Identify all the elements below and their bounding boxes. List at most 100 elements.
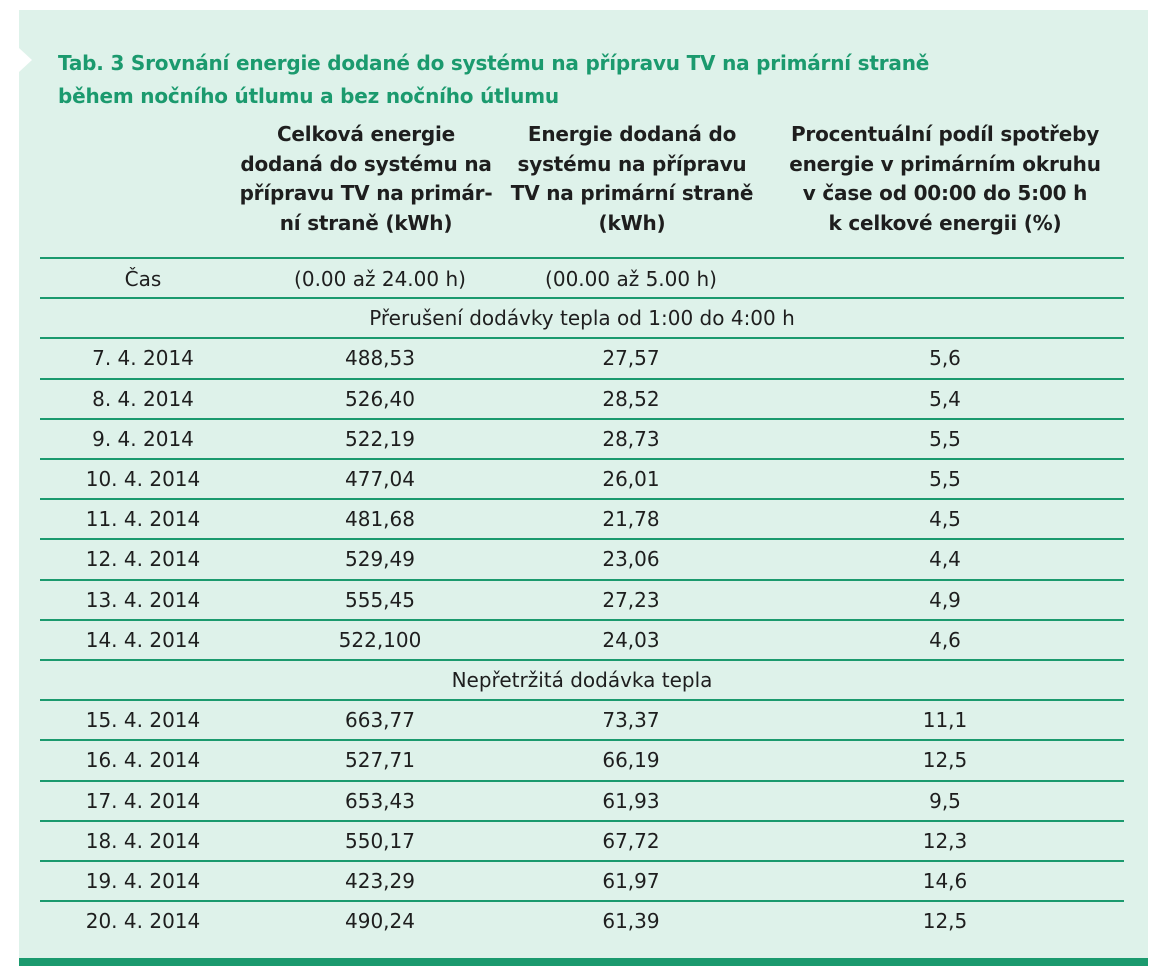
date-cell: 15. 4. 2014 [85, 708, 201, 733]
table-row: 8. 4. 2014 526,40 28,52 5,4 [40, 380, 1124, 418]
date-cell: 13. 4. 2014 [85, 587, 201, 612]
percentage-cell: 5,5 [929, 467, 961, 491]
night-energy-cell: 24,03 [602, 627, 660, 652]
date-cell: 16. 4. 2014 [85, 748, 201, 773]
table-row: 20. 4. 2014 490,24 61,39 12,5 [40, 902, 1124, 940]
table-title: Tab. 3 Srovnání energie dodané do systém… [58, 47, 1118, 113]
percentage-cell: 12,3 [922, 828, 968, 853]
percentage-cell: 5,4 [929, 386, 961, 411]
total-energy-cell: 550,17 [345, 828, 415, 853]
night-energy-cell: 23,06 [602, 547, 660, 572]
table-row: 11. 4. 2014 481,68 21,78 4,5 [40, 500, 1124, 538]
total-energy-cell: 490,24 [345, 909, 415, 934]
time-label: Čas [124, 267, 162, 291]
header-total-energy: Celková energie dodaná do systému na pří… [228, 120, 504, 255]
total-energy-cell: 488,53 [345, 346, 415, 371]
row-divider [40, 297, 1124, 300]
total-energy-cell: 526,40 [345, 386, 415, 411]
table-row: 17. 4. 2014 653,43 61,93 9,5 [40, 782, 1124, 820]
header-text: dodaná do systému na [240, 151, 492, 176]
night-energy-cell: 61,93 [602, 788, 660, 813]
percentage-cell: 9,5 [929, 788, 961, 813]
total-energy-cell: 423,29 [345, 869, 415, 893]
night-energy-cell: 21,78 [602, 507, 660, 532]
header-text: Celková energie [276, 122, 456, 146]
header-text: Energie dodaná do [527, 122, 737, 146]
table-row: 9. 4. 2014 522,19 28,73 5,5 [40, 420, 1124, 458]
date-cell: 18. 4. 2014 [85, 828, 201, 853]
night-energy-cell: 66,19 [602, 748, 660, 773]
date-cell: 17. 4. 2014 [85, 788, 201, 813]
date-cell: 9. 4. 2014 [92, 426, 194, 451]
header-text: energie v primárním okruhu [789, 151, 1101, 176]
night-energy-cell: 61,39 [602, 909, 660, 934]
header-text: Procentuální podíl spotřeby [790, 122, 1100, 146]
percentage-cell: 4,6 [929, 627, 961, 652]
date-cell: 7. 4. 2014 [92, 346, 194, 371]
row-divider [40, 699, 1124, 702]
header-text: v čase od 00:00 do 5:00 h [802, 181, 1088, 205]
header-text: přípravu TV na primár- [239, 181, 493, 205]
table-row: 13. 4. 2014 555,45 27,23 4,9 [40, 581, 1124, 619]
panel-notch [19, 48, 32, 72]
date-cell: 10. 4. 2014 [85, 467, 201, 491]
percentage-cell: 5,5 [929, 426, 961, 451]
percentage-cell: 4,9 [929, 587, 961, 612]
time-range-total: (0.00 až 24.00 h) [294, 267, 466, 291]
table-row: 14. 4. 2014 522,100 24,03 4,6 [40, 621, 1124, 659]
title-line-1: Tab. 3 Srovnání energie dodané do systém… [58, 51, 930, 75]
header-text: k celkové energii (%) [828, 210, 1062, 235]
percentage-cell: 14,6 [922, 869, 968, 893]
row-divider [40, 900, 1124, 903]
table-row: 19. 4. 2014 423,29 61,97 14,6 [40, 862, 1124, 900]
night-energy-cell: 67,72 [602, 828, 660, 853]
table-row: 18. 4. 2014 550,17 67,72 12,3 [40, 822, 1124, 860]
total-energy-cell: 663,77 [345, 708, 415, 733]
header-text: (kWh) [598, 210, 666, 235]
night-energy-cell: 26,01 [602, 467, 660, 491]
table-row: 16. 4. 2014 527,71 66,19 12,5 [40, 741, 1124, 779]
title-line-2: během nočního útlumu a bez nočního útlum… [58, 84, 559, 108]
header-night-energy: Energie dodaná do systému na přípravu TV… [506, 120, 758, 255]
date-cell: 19. 4. 2014 [85, 869, 201, 893]
row-divider [40, 257, 1124, 259]
total-energy-cell: 522,100 [338, 627, 422, 652]
row-divider [40, 458, 1124, 460]
table-row: 10. 4. 2014 477,04 26,01 5,5 [40, 460, 1124, 498]
percentage-cell: 4,5 [929, 507, 961, 532]
date-cell: 12. 4. 2014 [85, 547, 201, 572]
row-divider [40, 498, 1124, 501]
row-divider [40, 538, 1124, 541]
row-divider [40, 578, 1124, 581]
section-label: Nepřetržitá dodávka tepla [451, 668, 713, 692]
total-energy-cell: 481,68 [345, 507, 415, 532]
percentage-cell: 4,4 [929, 547, 961, 572]
total-energy-cell: 529,49 [345, 547, 415, 572]
percentage-cell: 12,5 [922, 748, 968, 773]
section-label: Přerušení dodávky tepla od 1:00 do 4:00 … [369, 306, 795, 331]
night-energy-cell: 27,23 [602, 587, 660, 612]
table-row: 12. 4. 2014 529,49 23,06 4,4 [40, 540, 1124, 578]
percentage-cell: 11,1 [922, 708, 968, 733]
row-divider [40, 377, 1124, 380]
total-energy-cell: 477,04 [345, 467, 415, 491]
night-energy-cell: 27,57 [602, 346, 660, 371]
date-cell: 20. 4. 2014 [85, 909, 201, 934]
date-cell: 14. 4. 2014 [85, 627, 201, 652]
time-range-row: Čas (0.00 až 24.00 h) (00.00 až 5.00 h) [40, 260, 1124, 298]
row-divider [40, 739, 1124, 742]
header-text: ní straně (kWh) [279, 210, 453, 235]
header-text: TV na primární straně [510, 181, 754, 205]
percentage-cell: 12,5 [922, 909, 968, 934]
row-divider [40, 337, 1124, 340]
night-energy-cell: 73,37 [602, 708, 660, 733]
row-divider [40, 779, 1124, 782]
total-energy-cell: 555,45 [345, 587, 415, 612]
night-energy-cell: 28,73 [602, 426, 660, 451]
table-row: 7. 4. 2014 488,53 27,57 5,6 [40, 339, 1124, 377]
date-cell: 8. 4. 2014 [92, 386, 194, 411]
header-text: systému na přípravu [517, 151, 747, 176]
row-divider [40, 659, 1124, 661]
row-divider [40, 819, 1124, 822]
total-energy-cell: 653,43 [345, 788, 415, 813]
